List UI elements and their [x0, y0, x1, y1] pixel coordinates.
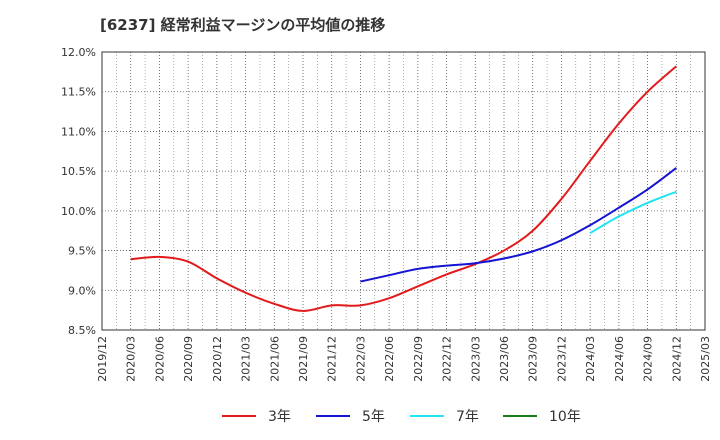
x-tick-label: 2022/12 [441, 336, 454, 382]
x-tick-label: 2022/09 [412, 336, 425, 382]
y-tick-label: 11.0% [61, 125, 96, 138]
y-tick-label: 10.0% [61, 205, 96, 218]
x-tick-label: 2019/12 [96, 336, 109, 382]
legend-label: 7年 [456, 409, 479, 425]
line-chart: 8.5% 9.0% 9.5% 10.0% 10.5% 11.0% 11.5% 12.0% 20… [61, 46, 712, 382]
x-tick-label: 2024/03 [584, 336, 597, 382]
y-axis-ticks: 8.5% 9.0% 9.5% 10.0% 10.5% 11.0% 11.5% 12.0% [61, 46, 96, 337]
legend-swatch [316, 415, 350, 417]
y-tick-label: 8.5% [68, 324, 96, 337]
series-lines [130, 65, 677, 312]
x-tick-label: 2022/06 [383, 336, 396, 382]
x-tick-label: 2023/09 [527, 336, 540, 382]
x-tick-label: 2021/09 [297, 336, 310, 382]
x-tick-label: 2024/12 [670, 336, 683, 382]
x-tick-label: 2020/06 [153, 336, 166, 382]
series-line-7年 [589, 190, 677, 234]
x-tick-label: 2022/03 [354, 336, 367, 382]
legend-swatch [410, 415, 444, 417]
x-tick-label: 2021/06 [268, 336, 281, 382]
legend-item: 5年 [316, 404, 385, 428]
legend-label: 5年 [362, 409, 385, 425]
x-tick-label: 2023/06 [498, 336, 511, 382]
chart-title: [6237] 経常利益マージンの平均値の推移 [100, 16, 386, 34]
legend-swatch [222, 415, 256, 417]
x-tick-label: 2023/12 [555, 336, 568, 382]
y-tick-label: 9.0% [68, 284, 96, 297]
y-tick-label: 10.5% [61, 165, 96, 178]
x-tick-label: 2023/03 [469, 336, 482, 382]
series-line-5年 [360, 167, 677, 283]
x-tick-label: 2024/06 [613, 336, 626, 382]
legend-label: 10年 [549, 409, 581, 425]
x-tick-label: 2021/12 [326, 336, 339, 382]
x-tick-label: 2024/09 [642, 336, 655, 382]
x-tick-label: 2020/12 [211, 336, 224, 382]
y-tick-label: 12.0% [61, 46, 96, 59]
x-tick-label: 2021/03 [240, 336, 253, 382]
series-line-3年 [130, 65, 677, 312]
legend-label: 3年 [268, 409, 291, 425]
x-tick-label: 2020/09 [182, 336, 195, 382]
legend-item: 3年 [222, 404, 291, 428]
x-tick-label: 2025/03 [699, 336, 712, 382]
legend: 3年 5年 7年 10年 [0, 404, 720, 428]
legend-swatch [503, 415, 537, 417]
x-axis-ticks: 2019/12 2020/03 2020/06 2020/09 2020/12 2021/… [96, 336, 712, 382]
grid-lines [102, 52, 705, 330]
x-tick-label: 2020/03 [125, 336, 138, 382]
y-tick-label: 11.5% [61, 86, 96, 99]
legend-item: 7年 [410, 404, 479, 428]
legend-item: 10年 [503, 404, 581, 428]
y-tick-label: 9.5% [68, 245, 96, 258]
